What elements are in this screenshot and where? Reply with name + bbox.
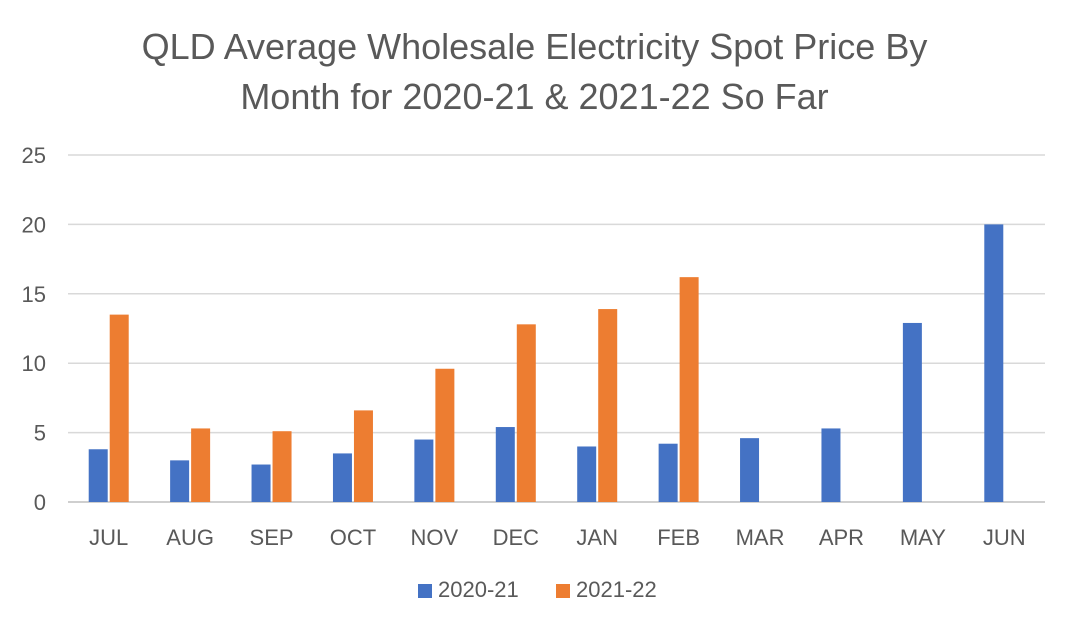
x-tick-label: MAR xyxy=(736,525,785,550)
chart-title: QLD Average Wholesale Electricity Spot P… xyxy=(0,22,1069,122)
bar-2020-21-may xyxy=(902,322,922,502)
x-tick-label: OCT xyxy=(330,525,376,550)
x-tick-label: NOV xyxy=(411,525,459,550)
bar-2020-21-jan xyxy=(577,446,597,502)
x-tick-label: APR xyxy=(819,525,864,550)
x-tick-label: AUG xyxy=(166,525,214,550)
y-tick-label: 10 xyxy=(22,351,46,376)
x-tick-label: FEB xyxy=(657,525,700,550)
bar-2020-21-oct xyxy=(332,453,352,502)
x-tick-label: MAY xyxy=(900,525,946,550)
y-tick-label: 5 xyxy=(34,421,46,446)
legend-label-2020-21: 2020-21 xyxy=(438,577,519,602)
bar-2020-21-jul xyxy=(88,449,108,502)
bar-2021-22-jul xyxy=(109,314,129,502)
bar-2020-21-nov xyxy=(414,439,434,502)
bar-2021-22-aug xyxy=(191,428,211,502)
bar-2021-22-jan xyxy=(598,309,618,502)
bar-2020-21-feb xyxy=(658,443,678,502)
bar-2020-21-sep xyxy=(251,464,271,502)
x-tick-label: JUL xyxy=(89,525,128,550)
bar-2021-22-dec xyxy=(516,324,536,502)
chart-title-line-2: Month for 2020-21 & 2021-22 So Far xyxy=(240,76,829,117)
legend-label-2021-22: 2021-22 xyxy=(576,577,657,602)
x-tick-label: DEC xyxy=(493,525,540,550)
y-tick-label: 0 xyxy=(34,490,46,515)
legend-swatch-2021-22 xyxy=(556,584,570,598)
x-tick-label: SEP xyxy=(250,525,294,550)
x-tick-label: JAN xyxy=(576,525,618,550)
bar-2021-22-oct xyxy=(353,410,373,502)
x-tick-label: JUN xyxy=(983,525,1026,550)
bar-2021-22-feb xyxy=(679,277,699,502)
chart-title-line-1: QLD Average Wholesale Electricity Spot P… xyxy=(141,26,928,67)
bar-2021-22-nov xyxy=(435,368,455,502)
y-tick-label: 25 xyxy=(22,143,46,168)
y-tick-label: 15 xyxy=(22,282,46,307)
y-tick-label: 20 xyxy=(22,212,46,237)
bar-2020-21-mar xyxy=(740,438,760,502)
bar-2020-21-apr xyxy=(821,428,841,502)
bar-2020-21-aug xyxy=(170,460,190,502)
bar-2020-21-dec xyxy=(495,427,515,502)
bar-2021-22-sep xyxy=(272,431,292,502)
legend-swatch-2020-21 xyxy=(418,584,432,598)
bar-2020-21-jun xyxy=(984,224,1004,502)
